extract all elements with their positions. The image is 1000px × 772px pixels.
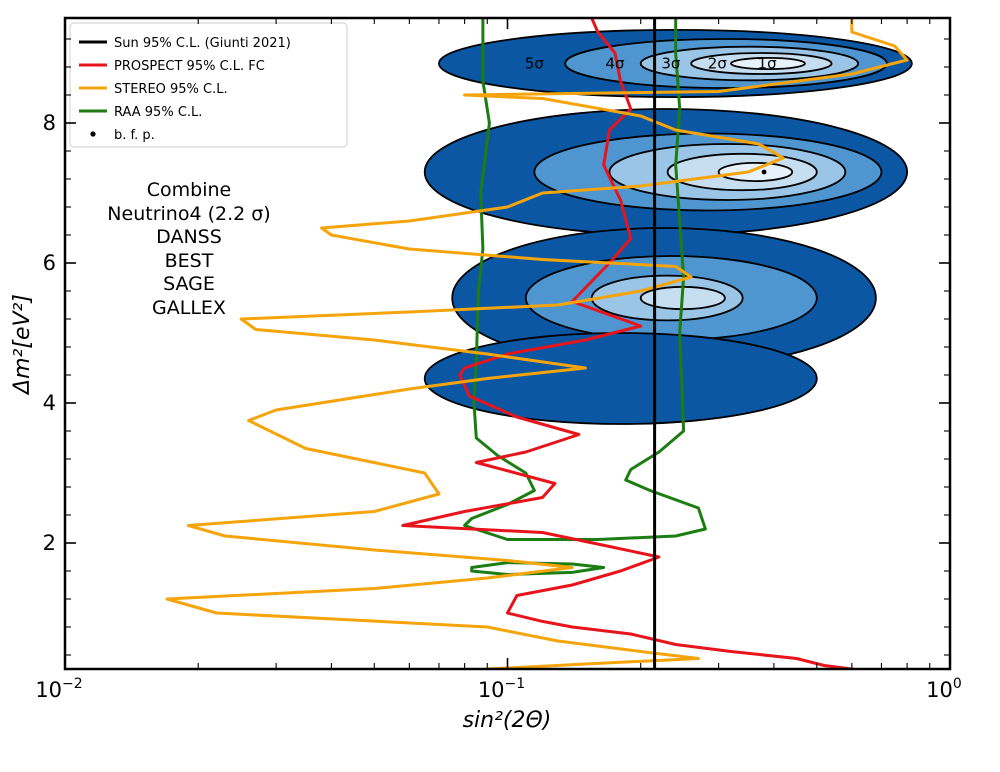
annotation-line: Neutrino4 (2.2 σ): [107, 203, 270, 225]
sigma-label: 4σ: [606, 55, 626, 73]
contour-regions: [423, 29, 913, 425]
annotation-line: Combine: [147, 179, 231, 201]
series-stereo: [165, 18, 909, 669]
series-prospect: [401, 18, 864, 669]
sigma-label: 5σ: [525, 55, 545, 73]
best-fit-point: [761, 169, 767, 175]
annotation-block: Combine Neutrino4 (2.2 σ) DANSS BEST SAG…: [107, 179, 270, 319]
contour-5sigma: [423, 332, 818, 425]
annotation-line: SAGE: [163, 273, 215, 295]
annotation-line: BEST: [165, 250, 214, 272]
sigma-label: 2σ: [708, 55, 728, 73]
legend-swatch-bfp: [90, 131, 96, 137]
y-tick-label: 6: [43, 251, 56, 275]
x-tick-exponent: −1: [505, 676, 526, 692]
best-fit-dot: [761, 169, 767, 175]
exclusion-curves: [165, 18, 909, 669]
sigma-label: 1σ: [758, 55, 778, 73]
contour-1sigma: [730, 57, 806, 71]
x-tick-label: 10−2: [35, 676, 82, 702]
sigma-label: 3σ: [661, 55, 681, 73]
annotation-line: GALLEX: [152, 297, 226, 319]
plot-frame: [63, 16, 952, 671]
legend-label-raa: RAA 95% C.L.: [114, 105, 202, 120]
legend-label-bfp: b. f. p.: [114, 128, 155, 143]
x-tick-exponent: −2: [62, 676, 83, 692]
legend: Sun 95% C.L. (Giunti 2021) PROSPECT 95% …: [69, 22, 348, 148]
legend-box: [69, 22, 348, 148]
x-axis-label: sin²(2Θ): [463, 708, 552, 733]
annotation-line: DANSS: [156, 226, 222, 248]
contour-1sigma: [717, 161, 794, 182]
x-tick-exponent: 0: [953, 676, 962, 692]
legend-label-prospect: PROSPECT 95% C.L. FC: [114, 59, 265, 74]
y-tick-label: 2: [43, 531, 56, 555]
series-raa: [463, 18, 707, 541]
x-tick-label: 100: [926, 676, 962, 702]
y-tick-label: 8: [43, 111, 56, 135]
legend-label-sun: Sun 95% C.L. (Giunti 2021): [114, 36, 291, 51]
y-tick-label: 4: [43, 391, 56, 415]
legend-label-stereo: STEREO 95% C.L.: [114, 82, 228, 97]
sigma-labels: 5σ 4σ 3σ 2σ 1σ: [525, 55, 777, 73]
x-tick-label: 10−1: [478, 676, 525, 702]
y-axis-label: Δm²[eV²]: [10, 294, 35, 396]
